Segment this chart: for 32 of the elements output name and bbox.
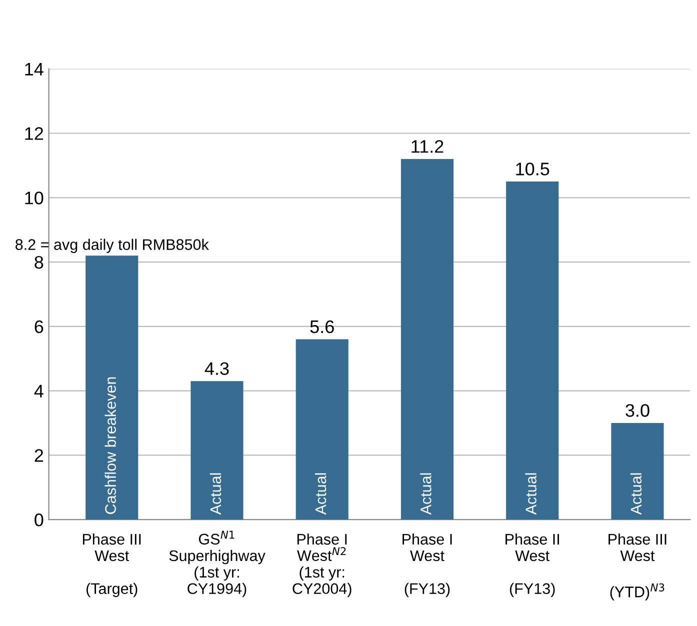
bar <box>86 256 138 520</box>
category-label: Phase III West (Target) <box>82 533 141 598</box>
y-tick-label: 12 <box>25 127 44 140</box>
bar <box>400 159 454 520</box>
annotation: Cashflow breakeven <box>104 377 116 514</box>
y-tick-label: 14 <box>25 62 44 76</box>
y-tick-label: 10 <box>25 192 44 204</box>
x-tick-label: Phase I West$^{N2}$ (1st yr: CY2004) <box>292 533 352 598</box>
annotation: Actual <box>210 473 222 515</box>
annotation: Actual <box>314 473 326 515</box>
bar <box>506 182 559 520</box>
y-tick-label: 0 <box>34 514 44 526</box>
data-label: 3.0 <box>626 404 650 417</box>
data-label: 11.2 <box>412 140 444 153</box>
bar <box>190 381 244 520</box>
data-label: 4.3 <box>204 362 229 375</box>
category-label: Phase II West (FY13) <box>506 533 559 598</box>
x-tick-label: GS$^{N1}$ Superhighway (1st yr: CY1994) <box>169 530 266 598</box>
data-label: 10.5 <box>516 162 550 176</box>
category-label: Phase III West (YTD)$^{N3}$ <box>608 533 666 600</box>
y-tick-label: 6 <box>34 320 44 334</box>
y-tick-label: 2 <box>34 449 44 462</box>
annotation: Actual <box>420 473 432 515</box>
category-label: Phase I West (FY13) <box>402 533 452 598</box>
annotation: Actual <box>630 473 642 515</box>
data-label: 8.2 = avg daily toll RMB850k <box>16 238 209 254</box>
data-label: 5.6 <box>310 320 334 334</box>
y-tick-label: 4 <box>34 384 44 398</box>
bar <box>611 422 664 520</box>
y-tick-label: 8 <box>34 256 44 269</box>
bar <box>296 339 348 520</box>
annotation: Actual <box>525 473 536 515</box>
